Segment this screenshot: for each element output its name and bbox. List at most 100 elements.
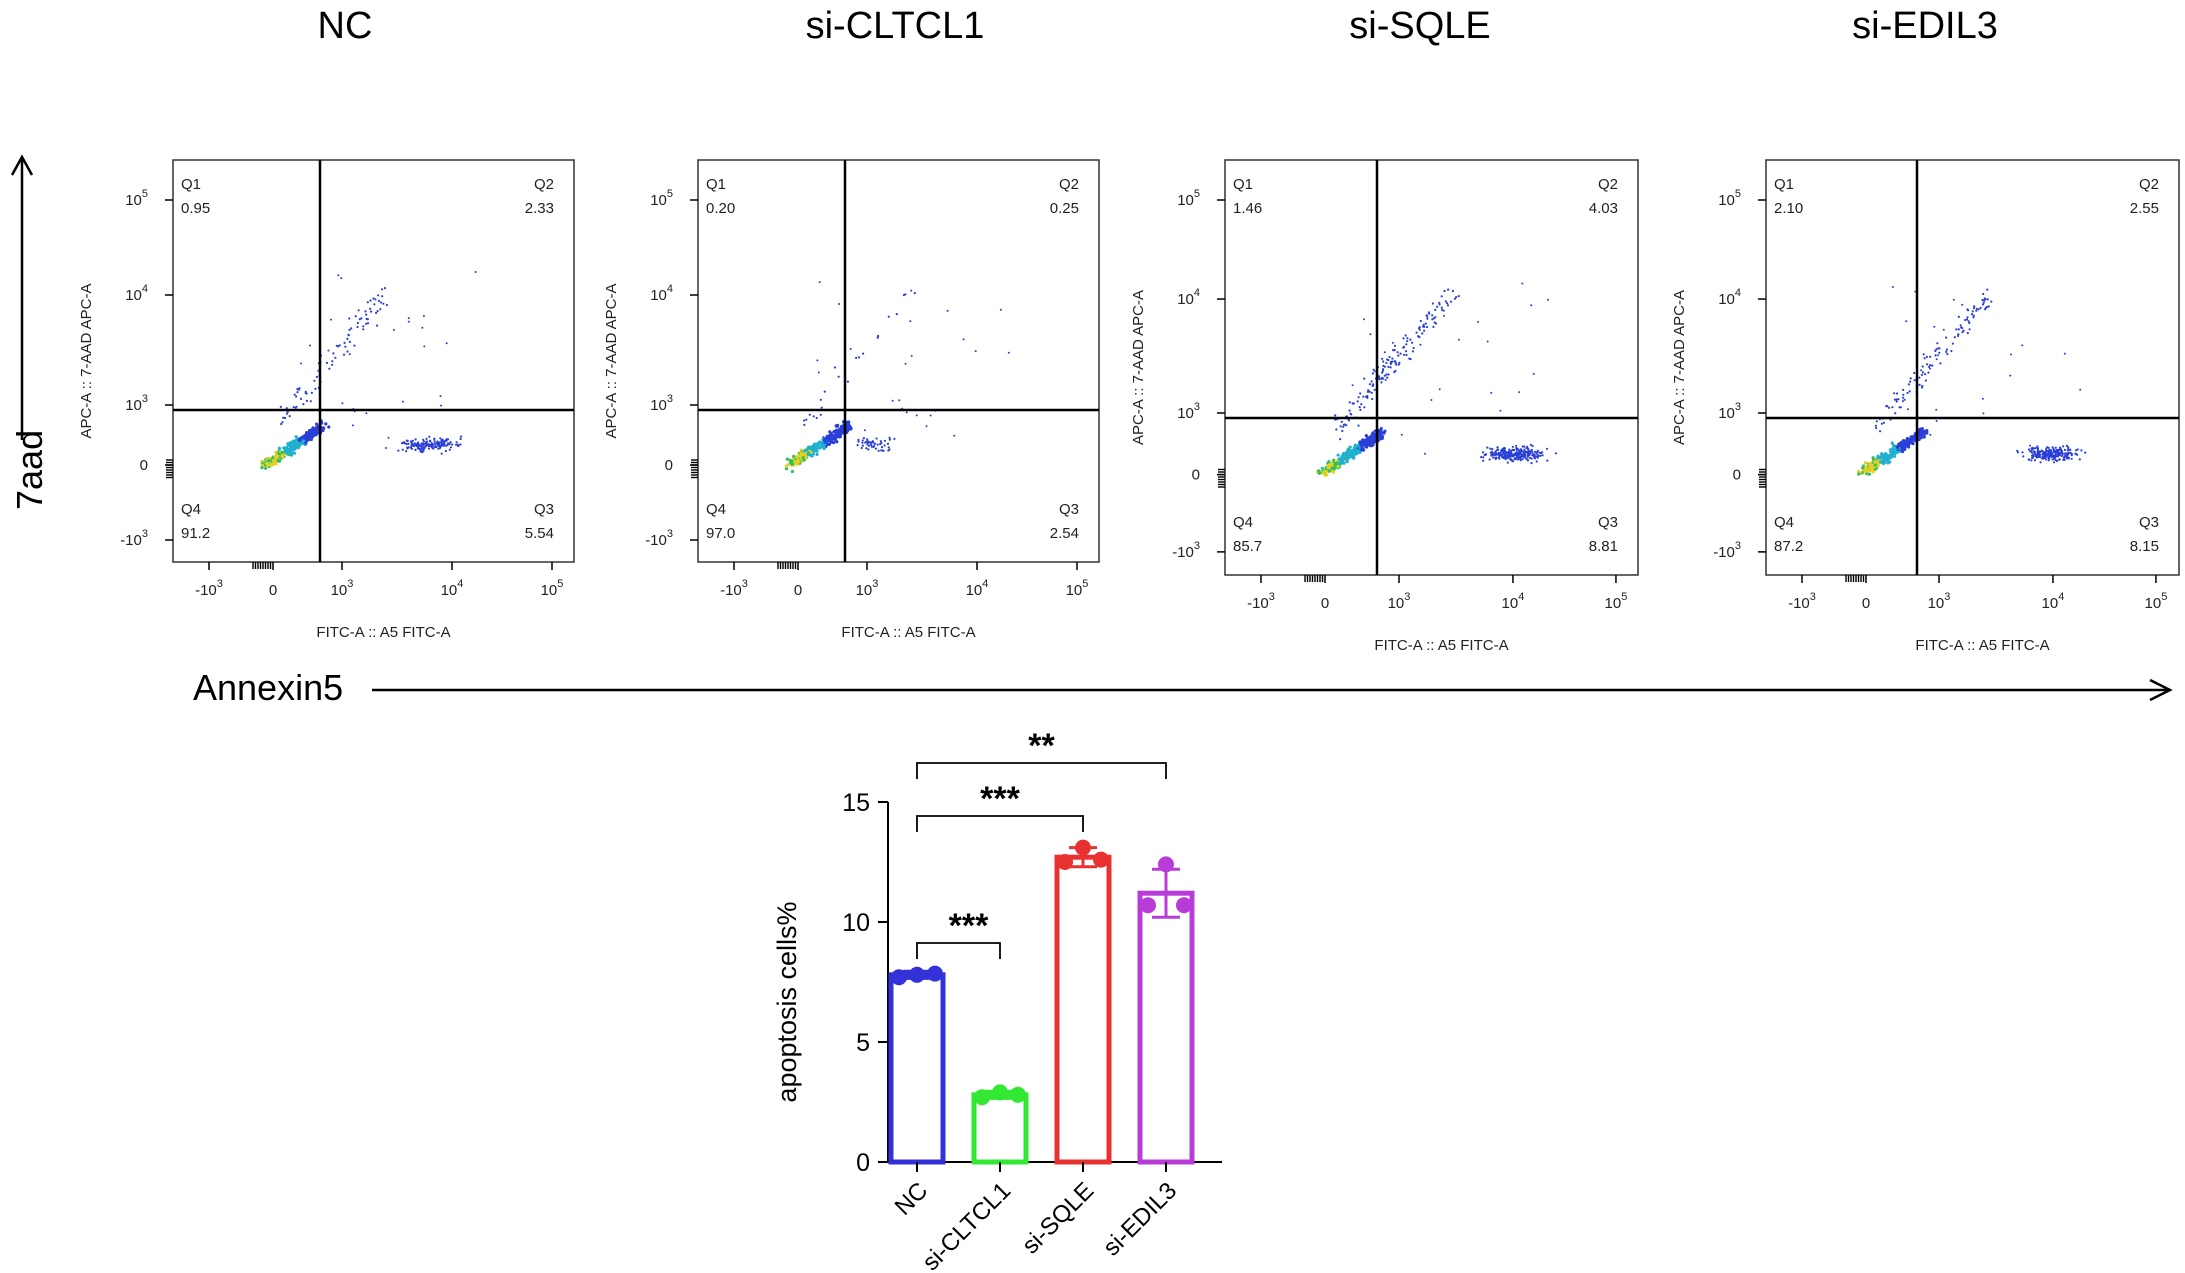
event-dot bbox=[1388, 355, 1391, 359]
event-dot bbox=[2045, 449, 2048, 452]
event-dot bbox=[264, 466, 268, 470]
event-dot bbox=[2063, 458, 2066, 461]
event-dot bbox=[834, 430, 838, 434]
event-dot bbox=[1399, 352, 1402, 355]
event-dot bbox=[422, 315, 425, 318]
event-dot bbox=[879, 440, 882, 443]
event-dot bbox=[898, 399, 901, 402]
y-arrow-label: 7aad bbox=[9, 430, 50, 510]
event-dot bbox=[2070, 457, 2073, 460]
event-dot bbox=[1535, 451, 1538, 454]
event-dot bbox=[1373, 388, 1376, 391]
event-dot bbox=[348, 328, 351, 331]
event-dot bbox=[314, 431, 318, 435]
event-dot bbox=[1380, 377, 1383, 380]
event-dot bbox=[309, 344, 311, 347]
bar-y-tick-label: 15 bbox=[842, 789, 870, 817]
event-dot bbox=[791, 462, 795, 466]
event-dot bbox=[1354, 445, 1358, 449]
event-dot bbox=[822, 438, 827, 442]
event-dot bbox=[1488, 458, 1491, 461]
event-dot bbox=[1962, 329, 1965, 332]
event-dot bbox=[814, 448, 819, 452]
event-dot bbox=[1882, 421, 1886, 424]
event-dot bbox=[1499, 451, 1502, 454]
event-dot bbox=[925, 425, 928, 428]
event-dot bbox=[2036, 447, 2039, 450]
event-dot bbox=[451, 443, 454, 446]
event-dot bbox=[1530, 304, 1533, 307]
event-dot bbox=[2054, 458, 2057, 461]
event-dot bbox=[2053, 461, 2056, 464]
significance-label: *** bbox=[949, 907, 989, 945]
event-dot bbox=[1966, 331, 1969, 335]
event-dot bbox=[407, 320, 410, 323]
event-dot bbox=[1975, 309, 1978, 312]
event-dot bbox=[1894, 412, 1897, 415]
event-dot bbox=[330, 318, 332, 321]
event-dot bbox=[1895, 400, 1898, 403]
y-tick-exponent: 4 bbox=[1735, 287, 1741, 299]
x-tick-label: 104 bbox=[1502, 591, 1525, 612]
event-dot bbox=[1391, 341, 1394, 344]
event-dot bbox=[1922, 353, 1925, 356]
event-dot bbox=[1327, 460, 1331, 464]
flow-panel-0: Q1 0.95 Q2 2.33 Q3 5.54 Q4 91.2 -103 0 103 104 105 10… bbox=[78, 159, 575, 641]
event-dot bbox=[1902, 388, 1905, 391]
significance-bracket bbox=[916, 815, 1084, 832]
event-dot bbox=[2080, 449, 2083, 452]
event-dot bbox=[819, 442, 823, 446]
event-dot bbox=[2067, 451, 2070, 454]
event-dot bbox=[829, 436, 833, 440]
y-tick-exponent: 5 bbox=[667, 188, 673, 200]
event-dot bbox=[1508, 448, 1511, 451]
event-dot bbox=[819, 413, 822, 416]
event-dot bbox=[1481, 451, 1485, 454]
event-dot bbox=[1490, 450, 1493, 453]
event-dot bbox=[1890, 450, 1894, 454]
event-dot bbox=[1527, 449, 1530, 452]
event-dot bbox=[1516, 455, 1519, 458]
event-dot bbox=[2057, 451, 2060, 454]
event-dot bbox=[1942, 328, 1945, 331]
event-dot bbox=[883, 439, 887, 442]
event-dot bbox=[274, 462, 278, 466]
event-dot bbox=[1007, 351, 1010, 354]
event-dot bbox=[280, 422, 283, 426]
event-dot bbox=[407, 446, 410, 449]
event-dot bbox=[915, 414, 918, 417]
event-dot bbox=[1382, 364, 1385, 367]
event-dot bbox=[369, 307, 372, 310]
event-dot bbox=[342, 353, 346, 356]
bar-y-axis-label: apoptosis cells% bbox=[772, 901, 802, 1102]
event-dot bbox=[805, 418, 808, 421]
event-dot bbox=[1934, 354, 1937, 357]
event-dot bbox=[348, 353, 351, 356]
event-dot bbox=[1990, 300, 1993, 303]
y-tick-label: -103 bbox=[1713, 540, 1741, 561]
event-dot bbox=[285, 412, 288, 415]
event-dot bbox=[1522, 452, 1526, 455]
event-dot bbox=[803, 448, 807, 452]
event-dot bbox=[2079, 388, 2082, 391]
event-dot bbox=[1334, 414, 1337, 417]
event-dot bbox=[825, 434, 829, 438]
event-dot bbox=[1397, 363, 1400, 366]
data-point bbox=[909, 966, 925, 983]
bar-si-SQLE bbox=[1054, 854, 1112, 1165]
y-tick-exponent: 5 bbox=[1735, 188, 1741, 200]
event-dot bbox=[295, 395, 298, 398]
event-dot bbox=[433, 438, 436, 441]
event-dot bbox=[803, 423, 806, 426]
event-dot bbox=[1908, 390, 1911, 393]
x-tick-exponent: 4 bbox=[457, 578, 463, 590]
event-dot bbox=[374, 298, 377, 301]
event-dot bbox=[874, 447, 878, 450]
event-dot bbox=[282, 416, 285, 419]
event-dot bbox=[1968, 328, 1971, 331]
event-dot bbox=[1935, 408, 1938, 411]
event-dot bbox=[348, 317, 351, 320]
flow-x-axis-label: FITC-A :: A5 FITC-A bbox=[1374, 637, 1508, 654]
y-tick-label: 105 bbox=[650, 188, 673, 209]
event-dot bbox=[1863, 461, 1868, 465]
